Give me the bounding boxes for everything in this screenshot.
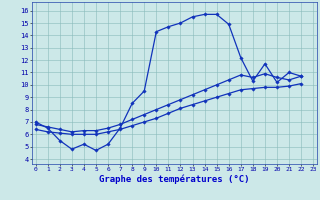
X-axis label: Graphe des températures (°C): Graphe des températures (°C) [99,174,250,184]
